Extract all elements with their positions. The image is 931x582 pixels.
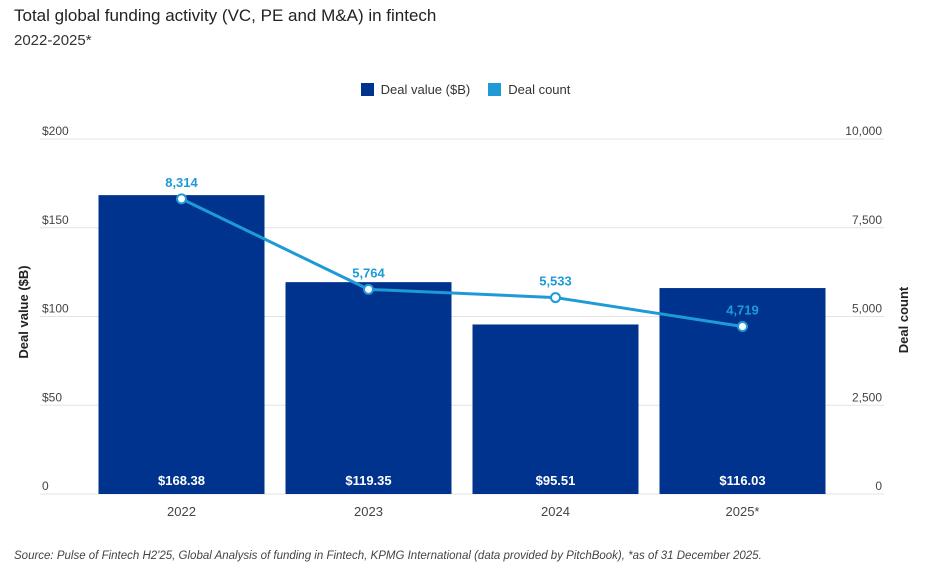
bar-value-label: $168.38	[158, 473, 205, 488]
legend-label-deal-count: Deal count	[508, 82, 571, 97]
bar-value-label: $119.35	[345, 473, 391, 488]
deal-count-label: 5,533	[539, 274, 572, 289]
y2-tick-label: 7,500	[852, 213, 882, 227]
legend-swatch-line	[488, 83, 502, 96]
legend-item-deal-value: Deal value ($B)	[360, 82, 471, 97]
bar	[472, 324, 639, 494]
y2-axis-title: Deal count	[896, 286, 911, 353]
y2-tick-label: 5,000	[852, 302, 882, 316]
bar-value-label: $116.03	[719, 473, 765, 488]
x-tick-label: 2024	[541, 504, 570, 519]
y-tick-label: $150	[42, 213, 69, 227]
source-note: Source: Pulse of Fintech H2'25, Global A…	[14, 550, 762, 562]
deal-count-label: 4,719	[726, 302, 759, 317]
deal-count-point	[550, 292, 561, 304]
deal-count-point	[737, 320, 748, 332]
legend-label-deal-value: Deal value ($B)	[380, 82, 471, 97]
deal-count-label: 8,314	[165, 175, 198, 190]
x-tick-label: 2025*	[726, 504, 760, 519]
chart-title: Total global funding activity (VC, PE an…	[14, 6, 437, 25]
x-tick-label: 2022	[167, 504, 196, 519]
x-tick-label: 2023	[354, 504, 383, 519]
bar	[285, 282, 452, 494]
legend-swatch-bar	[360, 83, 374, 96]
legend: Deal value ($B) Deal count	[0, 82, 931, 97]
axes: Deal value ($B) Deal count 0 0 $50 2,500 $10…	[16, 124, 911, 519]
data-labels: $168.38 $119.35 $95.51 $116.03 8,314 5,764 5,5…	[158, 175, 766, 488]
deal-count-point	[176, 193, 187, 205]
y2-tick-label: 2,500	[852, 390, 882, 404]
deal-count-series-line	[180, 197, 743, 328]
y-tick-label: $100	[42, 302, 69, 316]
deal-count-label: 5,764	[352, 265, 385, 280]
bar	[98, 195, 265, 495]
y-tick-label: $200	[42, 124, 69, 138]
y2-tick-label: 0	[875, 479, 882, 493]
legend-item-deal-count: Deal count	[488, 82, 570, 97]
bars	[98, 195, 826, 495]
bar-value-label: $95.51	[536, 473, 576, 488]
chart-subtitle: 2022-2025*	[14, 32, 92, 49]
deal-count-line	[176, 193, 748, 332]
y-tick-label: 0	[42, 479, 49, 493]
y-tick-label: $50	[42, 390, 62, 404]
deal-count-point	[363, 283, 374, 295]
y-axis-title: Deal value ($B)	[16, 265, 31, 358]
y2-tick-label: 10,000	[845, 124, 882, 138]
